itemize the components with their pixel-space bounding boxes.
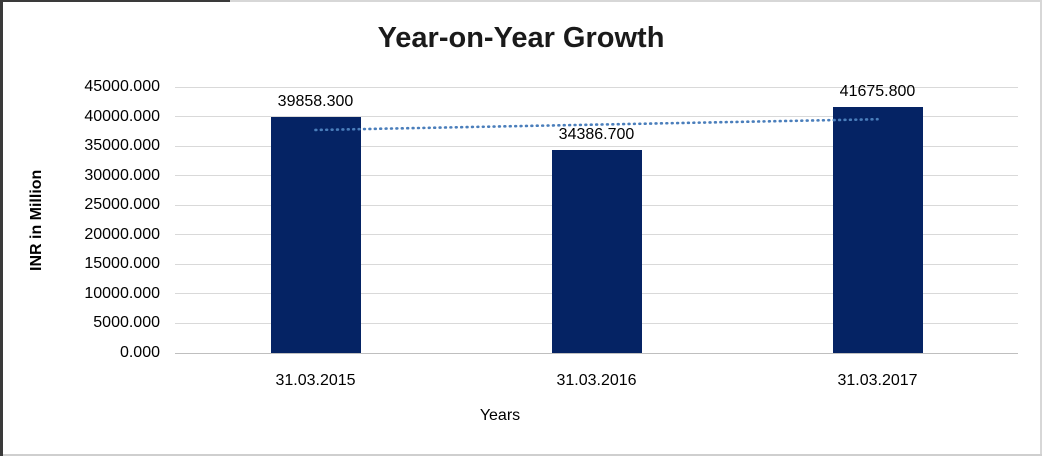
y-tick-label: 35000.000 — [84, 137, 160, 155]
chart-title: Year-on-Year Growth — [377, 22, 665, 54]
frame-border-top — [0, 0, 1042, 2]
y-tick-label: 20000.000 — [84, 225, 160, 243]
y-tick-label: 15000.000 — [84, 255, 160, 273]
y-tick-label: 5000.000 — [93, 314, 160, 332]
bar — [551, 149, 642, 353]
bar — [832, 106, 923, 353]
frame-border-top-dark — [0, 0, 230, 2]
bar-value-label: 39858.300 — [277, 93, 354, 111]
plot-area — [175, 86, 1018, 354]
y-tick-label: 0.000 — [119, 344, 160, 361]
x-category-label: 31.03.2016 — [556, 372, 637, 389]
gridline — [175, 86, 1018, 88]
bar-value-label: 34386.700 — [558, 125, 635, 143]
bar-value-label: 41675.800 — [839, 82, 916, 100]
x-category-label: 31.03.2017 — [837, 372, 918, 389]
y-tick-label: 25000.000 — [84, 196, 160, 214]
y-tick-label: 30000.000 — [84, 166, 160, 184]
gridline — [175, 145, 1018, 147]
y-tick-label: 10000.000 — [84, 284, 160, 302]
bar — [270, 117, 361, 353]
y-tick-label: 45000.000 — [84, 78, 160, 95]
gridline — [175, 116, 1018, 118]
trendline — [314, 117, 879, 132]
y-tick-label: 40000.000 — [84, 107, 160, 125]
gridline — [175, 352, 1018, 354]
x-axis-title: Years — [479, 407, 521, 424]
frame-border-right — [1040, 0, 1042, 456]
frame-border-bottom — [0, 454, 1042, 456]
x-category-label: 31.03.2015 — [275, 372, 356, 389]
frame-border-left — [0, 0, 3, 456]
